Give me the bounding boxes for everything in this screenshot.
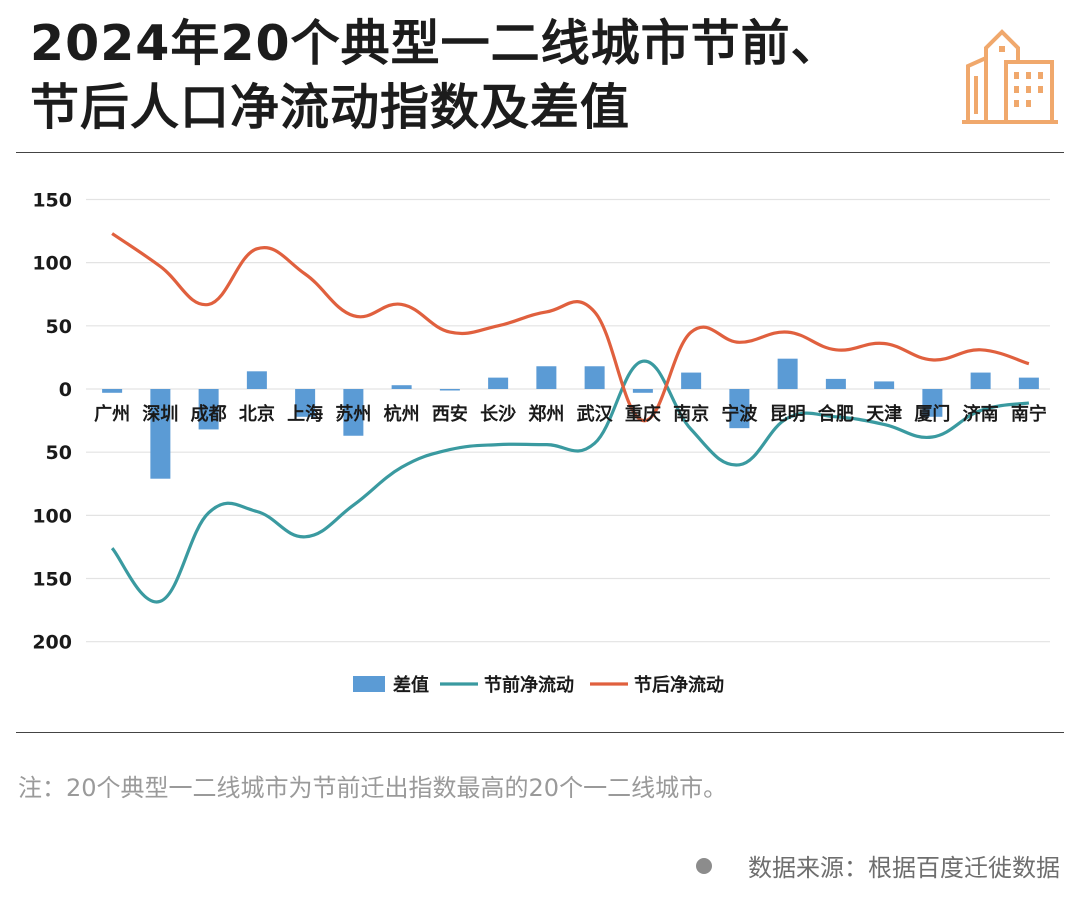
x-tick-label: 苏州 [335, 403, 371, 425]
y-tick-label: 50 [46, 316, 72, 338]
x-tick-label: 郑州 [528, 403, 564, 425]
bar-苏州 [343, 389, 364, 436]
x-tick-label: 武汉 [577, 404, 614, 425]
bar-深圳 [150, 389, 171, 479]
bar-济南 [970, 372, 991, 389]
bar-宁波 [729, 389, 750, 429]
bottom-divider [16, 732, 1064, 733]
legend: 差值 节前净流动 节后净流动 [353, 674, 724, 696]
bar-昆明 [777, 358, 798, 389]
legend-swatch-bar [353, 676, 385, 692]
y-tick-label: 100 [32, 505, 72, 527]
x-tick-label: 宁波 [721, 403, 758, 425]
y-tick-label: 50 [46, 442, 72, 464]
bar-重庆 [632, 389, 653, 393]
bar-郑州 [536, 366, 557, 389]
x-tick-label: 北京 [239, 403, 275, 425]
title-line-2: 节后人口净流动指数及差值 [30, 79, 631, 136]
bar-北京 [246, 371, 267, 389]
source-text: 数据来源：根据百度迁徙数据 [748, 854, 1060, 882]
x-tick-label: 济南 [963, 403, 999, 425]
x-tick-label: 杭州 [384, 403, 420, 425]
top-divider [16, 152, 1064, 153]
x-tick-label: 重庆 [625, 403, 661, 425]
y-axis: 150 100 50 0 50 100 150 200 [32, 189, 72, 653]
x-tick-label: 西安 [432, 403, 468, 425]
bar-长沙 [488, 377, 509, 389]
bar-杭州 [391, 385, 412, 389]
bar-广州 [102, 389, 123, 393]
x-tick-label: 长沙 [480, 404, 516, 425]
buildings-icon [962, 29, 1058, 124]
legend-label: 节前净流动 [484, 674, 574, 696]
bar-西安 [439, 389, 460, 391]
x-tick-label: 深圳 [142, 403, 178, 425]
x-tick-label: 天津 [866, 403, 902, 425]
chart: 150 100 50 0 50 100 150 200 广州 深圳 成都 北京 上海 苏州 杭州 西安 长沙郑… [32, 189, 1050, 696]
bar-南宁 [1018, 377, 1039, 389]
line-series [110, 232, 1030, 604]
legend-label: 差值 [393, 674, 429, 696]
bar-合肥 [825, 378, 846, 389]
y-tick-label: 100 [32, 253, 72, 275]
bullet-icon [696, 857, 712, 874]
legend-label: 节后净流动 [634, 674, 724, 696]
bar-成都 [198, 389, 219, 430]
y-tick-label: 150 [32, 569, 72, 591]
pre-holiday-line [110, 359, 1030, 604]
bar-天津 [874, 381, 895, 389]
y-tick-label: 0 [59, 379, 72, 401]
x-tick-label: 成都 [191, 403, 227, 425]
bar-南京 [681, 372, 702, 389]
x-tick-label: 上海 [287, 403, 323, 425]
bar-厦门 [922, 389, 943, 417]
y-tick-label: 200 [32, 632, 72, 654]
x-tick-label: 合肥 [818, 403, 854, 425]
x-tick-label: 厦门 [914, 403, 950, 425]
chart-title: 2024年20个典型一二线城市节前、 节后人口净流动指数及差值 [30, 12, 950, 140]
bar-series [102, 358, 1039, 479]
footnote: 注：20个典型一二线城市为节前迁出指数最高的20个一二线城市。 [18, 774, 728, 802]
bar-武汉 [584, 366, 605, 389]
x-tick-label: 昆明 [770, 404, 806, 425]
grid [86, 198, 1050, 643]
post-holiday-line [111, 232, 1030, 423]
source-row: 数据来源：根据百度迁徙数据 [696, 848, 1060, 883]
y-tick-label: 150 [32, 189, 72, 211]
title-line-1: 2024年20个典型一二线城市节前、 [30, 15, 841, 72]
x-tick-label: 南宁 [1011, 403, 1047, 425]
x-tick-label: 南京 [673, 403, 709, 425]
bar-上海 [295, 389, 316, 417]
x-tick-label: 广州 [94, 403, 130, 425]
x-axis: 广州 深圳 成都 北京 上海 苏州 杭州 西安 长沙 郑州 武汉 重庆 南京 宁波 昆明 合肥 天津 厦门 济南 南宁 [94, 403, 1047, 425]
